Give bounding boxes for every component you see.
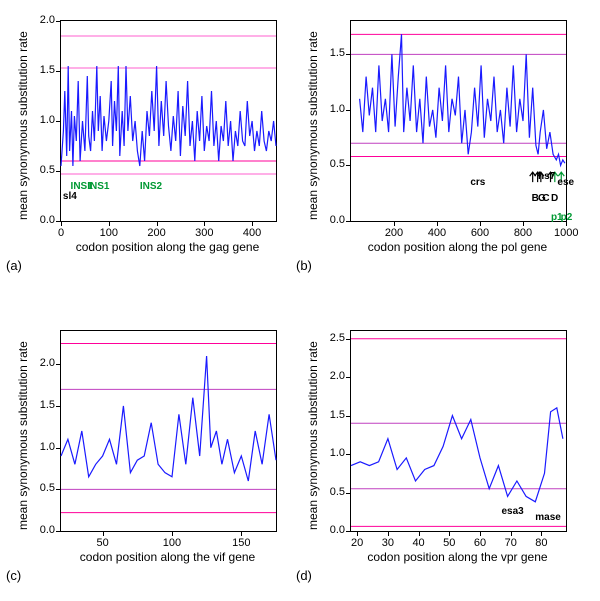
xlabel-b: codon position along the pol gene — [350, 240, 565, 254]
plot-box-d: 203040506070800.00.51.01.52.02.5esa3mase — [350, 330, 567, 532]
plot-box-a: 01002003004000.00.51.01.52.0sl4INS1INS1I… — [60, 20, 277, 222]
tag-c: (c) — [6, 568, 21, 583]
xtick-label: 200 — [145, 227, 169, 239]
ytick-label: 2.5 — [321, 332, 345, 344]
ytick-label: 1.5 — [321, 47, 345, 59]
panel-d: 20 30 40 50 60 70 80 0.0 0.5 1.0 1.5 2.0 2.5 esa3 mase… — [290, 310, 600, 600]
panel-c: 501001500.00.51.01.52.0 mean synonymous … — [0, 310, 300, 600]
xtick-label: 600 — [468, 227, 492, 239]
ytick-label: 2.0 — [31, 14, 55, 26]
ylabel-d: mean synonymous substitution rate — [306, 341, 320, 530]
tag-b: (b) — [296, 258, 312, 273]
xtick-label: 40 — [407, 537, 431, 549]
ytick-label: 1.5 — [321, 409, 345, 421]
plot-box-b: 20040060080010000.00.51.01.5crshs7eseBGC… — [350, 20, 567, 222]
xlabel-d: codon position along the vpr gene — [350, 550, 565, 564]
ytick-label: 1.0 — [31, 441, 55, 453]
xlabel-a: codon position along the gag gene — [60, 240, 275, 254]
annotation-C: C — [542, 193, 549, 204]
xtick-label: 60 — [468, 537, 492, 549]
xtick-label: 0 — [49, 227, 73, 239]
ytick-label: 0.0 — [31, 214, 55, 226]
xtick-label: 400 — [240, 227, 264, 239]
ylabel-a: mean synonymous substitution rate — [16, 31, 30, 220]
ytick-label: 1.0 — [321, 103, 345, 115]
annotation-crs: crs — [470, 177, 485, 188]
ytick-label: 0.5 — [321, 158, 345, 170]
annotation-D: D — [551, 193, 558, 204]
xtick-label: 300 — [192, 227, 216, 239]
annotation-esa3: esa3 — [502, 506, 524, 517]
annotation-INS1: INS1 — [87, 181, 109, 192]
ytick-label: 0.0 — [321, 524, 345, 536]
xtick-label: 20 — [345, 537, 369, 549]
xtick-label: 800 — [511, 227, 535, 239]
xtick-label: 400 — [425, 227, 449, 239]
annotation-hs7: hs7 — [538, 171, 555, 182]
ytick-label: 0.0 — [31, 524, 55, 536]
xtick-label: 100 — [160, 537, 184, 549]
xlabel-c: codon position along the vif gene — [60, 550, 275, 564]
ytick-label: 1.0 — [321, 447, 345, 459]
ytick-label: 1.0 — [31, 114, 55, 126]
ytick-label: 0.5 — [31, 164, 55, 176]
ytick-label: 1.5 — [31, 64, 55, 76]
figure-root: 01002003004000.00.51.01.52.0sl4INS1INS1I… — [0, 0, 600, 601]
ylabel-c: mean synonymous substitution rate — [16, 341, 30, 530]
panel-a: 01002003004000.00.51.01.52.0sl4INS1INS1I… — [0, 0, 300, 290]
ytick-label: 0.5 — [321, 486, 345, 498]
xtick-label: 1000 — [554, 227, 578, 239]
ylabel-b: mean synonymous substitution rate — [306, 31, 320, 220]
ytick-label: 0.5 — [31, 482, 55, 494]
xtick-label: 50 — [437, 537, 461, 549]
ytick-label: 2.0 — [31, 357, 55, 369]
annotation-p2: p2 — [561, 212, 573, 223]
annotation-ese: ese — [557, 177, 574, 188]
annotation-mase: mase — [535, 512, 561, 523]
annotation-INS2: INS2 — [140, 181, 162, 192]
xtick-label: 100 — [97, 227, 121, 239]
plot-box-c: 501001500.00.51.01.52.0 — [60, 330, 277, 532]
xtick-label: 200 — [382, 227, 406, 239]
xtick-label: 80 — [529, 537, 553, 549]
xtick-label: 150 — [229, 537, 253, 549]
xtick-label: 30 — [376, 537, 400, 549]
annotation-sl4: sl4 — [63, 191, 77, 202]
tag-a: (a) — [6, 258, 22, 273]
panel-b: 20040060080010000.00.51.01.5crshs7eseBGC… — [290, 0, 600, 290]
ytick-label: 0.0 — [321, 214, 345, 226]
ytick-label: 2.0 — [321, 370, 345, 382]
xtick-label: 50 — [91, 537, 115, 549]
ytick-label: 1.5 — [31, 399, 55, 411]
xtick-label: 70 — [499, 537, 523, 549]
tag-d: (d) — [296, 568, 312, 583]
